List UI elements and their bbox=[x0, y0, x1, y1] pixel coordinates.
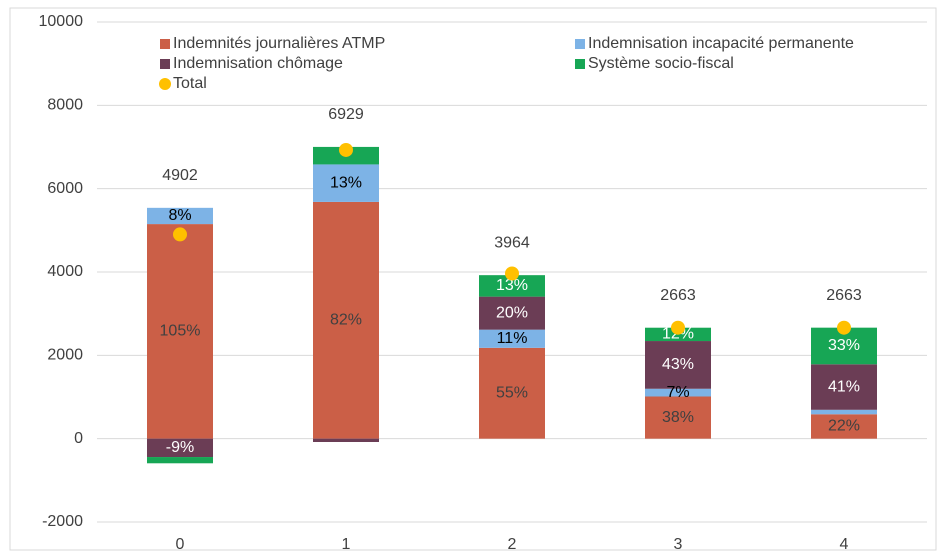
total-label: 3964 bbox=[494, 234, 530, 251]
total-label: 2663 bbox=[660, 287, 696, 304]
bar-segment bbox=[645, 388, 711, 397]
legend: Indemnités journalières ATMP Indemnisatio… bbox=[159, 35, 854, 92]
data-label: 7% bbox=[666, 384, 689, 401]
y-tick-label: 6000 bbox=[47, 180, 83, 197]
data-label: 82% bbox=[330, 312, 362, 329]
total-point bbox=[671, 320, 685, 335]
data-label: 11% bbox=[497, 330, 528, 347]
data-label: 38% bbox=[662, 409, 694, 426]
bar-segment bbox=[313, 164, 379, 202]
legend-label: Système socio-fiscal bbox=[588, 55, 734, 72]
data-label: 22% bbox=[828, 418, 860, 435]
bar-segment bbox=[811, 409, 877, 415]
legend-marker bbox=[159, 78, 171, 90]
legend-marker bbox=[160, 59, 170, 69]
legend-label: Indemnités journalières ATMP bbox=[173, 35, 385, 52]
data-label: 41% bbox=[828, 378, 860, 395]
y-tick-label: 8000 bbox=[47, 97, 83, 114]
labels: 105% 82% 55% 38% 22% 8% 13% 11% 7% -9% 20% 43% 41% 13… bbox=[160, 106, 862, 456]
data-label: 13% bbox=[330, 174, 362, 191]
data-label: -9% bbox=[166, 439, 194, 456]
total-point bbox=[505, 266, 519, 281]
total-point bbox=[837, 320, 851, 335]
bar-segment bbox=[479, 347, 545, 439]
total-point bbox=[339, 142, 353, 157]
bar-segment bbox=[147, 457, 213, 464]
data-label: 20% bbox=[496, 304, 528, 321]
legend-marker bbox=[575, 39, 585, 49]
bar-segment bbox=[811, 414, 877, 439]
total-label: 4902 bbox=[162, 167, 198, 184]
legend-label: Indemnisation chômage bbox=[173, 55, 343, 72]
x-tick-label: 4 bbox=[840, 536, 849, 553]
bar-segment bbox=[147, 438, 213, 458]
bar-segment bbox=[147, 207, 213, 225]
bar-segment bbox=[645, 341, 711, 389]
legend-marker bbox=[160, 39, 170, 49]
y-tick-label: 0 bbox=[74, 430, 83, 447]
x-tick-label: 0 bbox=[176, 536, 185, 553]
data-label: 55% bbox=[496, 384, 528, 401]
data-label: 105% bbox=[160, 323, 201, 340]
y-tick-label: 2000 bbox=[47, 347, 83, 364]
total-label: 6929 bbox=[328, 106, 364, 123]
data-label: 13% bbox=[496, 277, 528, 294]
data-label: 33% bbox=[828, 337, 860, 354]
bar-segment bbox=[313, 201, 379, 439]
y-tick-label: -2000 bbox=[42, 513, 83, 530]
x-tick-label: 1 bbox=[342, 536, 351, 553]
data-label: 43% bbox=[662, 356, 694, 373]
total-label: 2663 bbox=[826, 287, 862, 304]
data-label: 8% bbox=[168, 207, 191, 224]
legend-label: Indemnisation incapacité permanente bbox=[588, 35, 854, 52]
bar-segment bbox=[313, 438, 379, 442]
bar-segment bbox=[479, 275, 545, 297]
grid: -2000 0 2000 4000 6000 8000 10000 0 1 2 3 4 bbox=[39, 13, 927, 553]
legend-label: Total bbox=[173, 75, 207, 92]
x-tick-label: 3 bbox=[674, 536, 683, 553]
legend-marker bbox=[575, 59, 585, 69]
bar-segment bbox=[479, 329, 545, 348]
y-tick-label: 4000 bbox=[47, 263, 83, 280]
bar-segment bbox=[811, 364, 877, 410]
bar-segment bbox=[479, 296, 545, 330]
bar-segment bbox=[645, 396, 711, 439]
y-tick-label: 10000 bbox=[39, 13, 84, 30]
x-tick-label: 2 bbox=[508, 536, 517, 553]
total-point bbox=[173, 227, 187, 242]
bar-segment bbox=[147, 224, 213, 439]
